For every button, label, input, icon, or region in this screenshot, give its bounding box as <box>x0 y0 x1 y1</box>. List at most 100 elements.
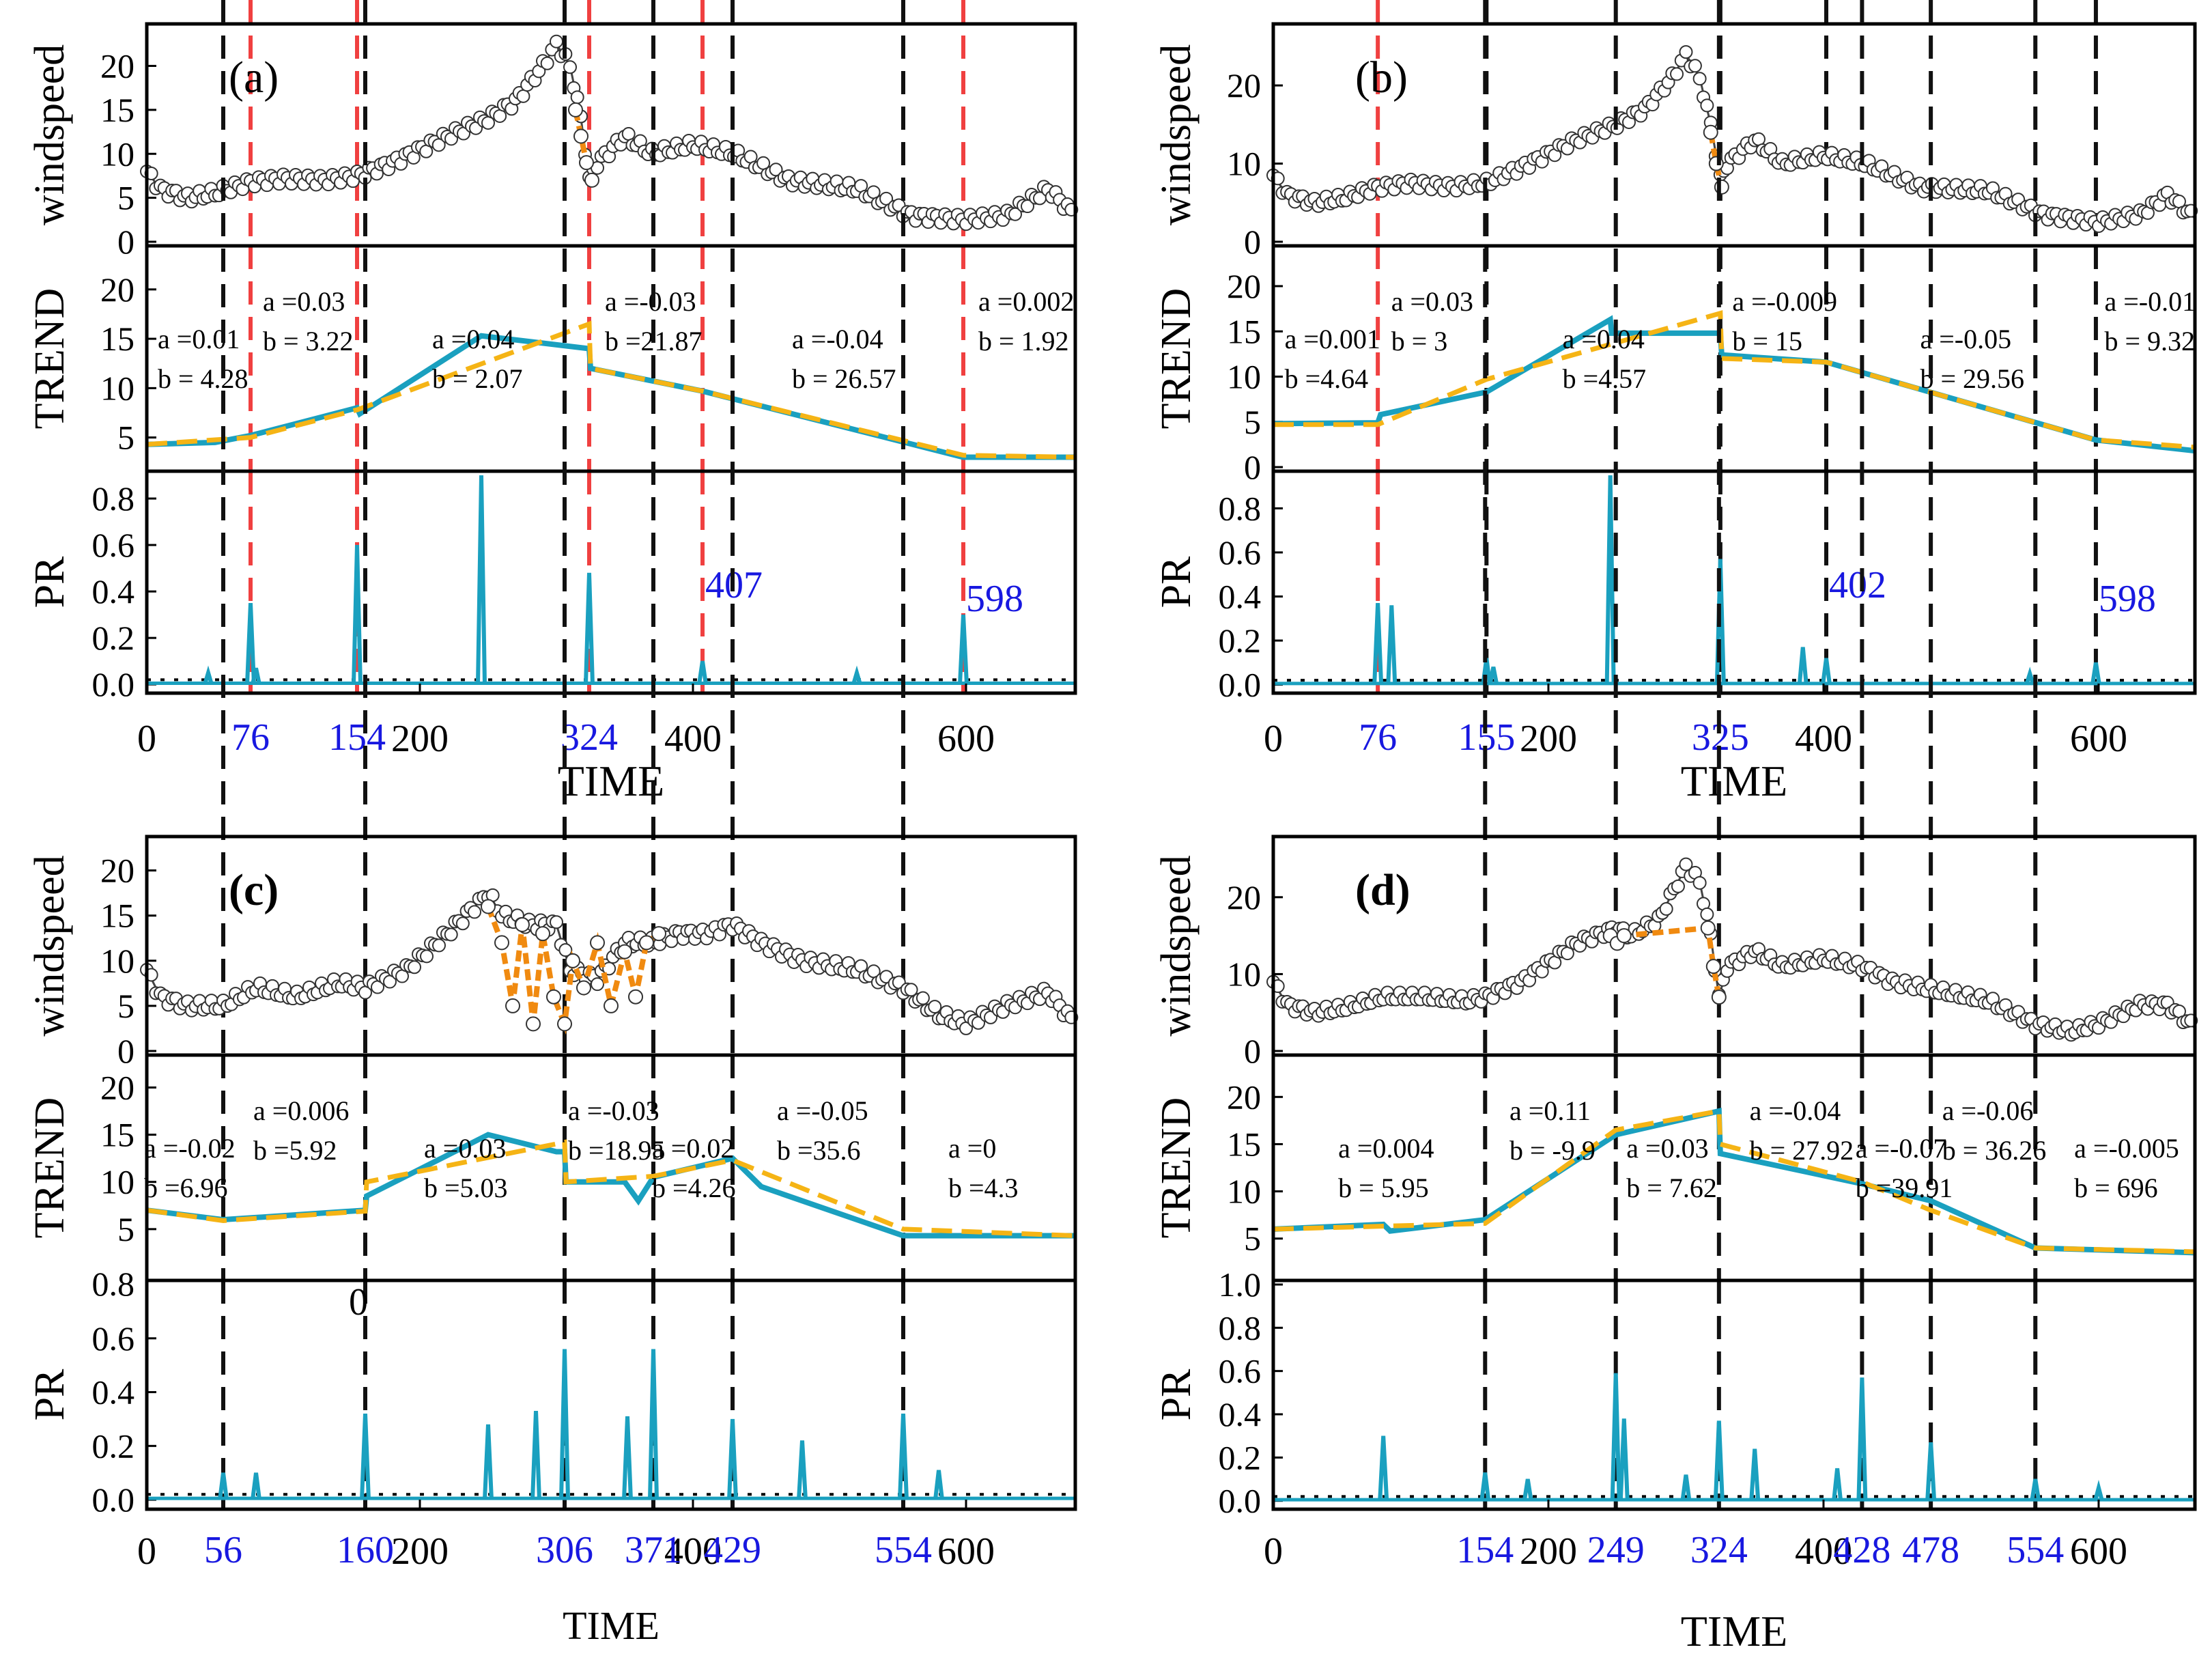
pr-ytick-label: 0.6 <box>1219 1352 1262 1390</box>
windspeed-ytick-label: 10 <box>1227 145 1261 183</box>
imputed-point <box>584 172 599 188</box>
imputed-point <box>481 899 496 914</box>
pr-spike <box>1618 1418 1630 1501</box>
segment-b: b = 26.57 <box>792 363 896 394</box>
pr-spike <box>622 1416 633 1500</box>
imputed-point <box>639 935 654 951</box>
segment-b: b =4.64 <box>1285 363 1369 394</box>
segment-b: b =6.96 <box>144 1173 228 1203</box>
pr-spike <box>1372 603 1384 685</box>
pr-spike <box>851 665 862 686</box>
imputed-point <box>565 953 580 968</box>
trend-panel: 5 10 15 20 TREND a =0.01 b = 4.28 a =0.03 b = 3.… <box>27 244 1077 473</box>
windspeed-point <box>1021 199 1034 214</box>
xtick-label: 200 <box>391 718 449 760</box>
segment-b: b =18.95 <box>568 1135 666 1166</box>
imputed-line <box>1707 132 1725 188</box>
pr-spike <box>1832 1468 1843 1501</box>
pr-spike <box>727 1418 738 1500</box>
pr-ytick-label: 0.2 <box>1219 621 1262 660</box>
pr-ylabel: PR <box>1153 1369 1200 1420</box>
pr-spike <box>648 1349 659 1500</box>
segment-a: a =-0.02 <box>144 1133 236 1164</box>
pr-spike <box>1378 1435 1389 1501</box>
pr-spike <box>203 665 214 686</box>
panel-label: (a) <box>229 53 279 102</box>
pr-ytick-label: 0.0 <box>92 1481 135 1519</box>
changepoint-label: 160 <box>337 1529 394 1571</box>
trend-ylabel: TREND <box>1153 288 1200 430</box>
imputed-point <box>546 989 561 1005</box>
trend-ytick-label: 15 <box>1227 312 1261 350</box>
imputed-point <box>568 102 583 117</box>
pr-frame <box>145 469 1077 695</box>
segment-a: a =0.001 <box>1285 324 1380 354</box>
segment-a: a =-0.04 <box>1750 1095 1841 1126</box>
imputed-point <box>557 1016 572 1032</box>
imputed-point <box>535 926 550 942</box>
stray-label: 0 <box>349 1281 368 1323</box>
pr-spike <box>1925 1442 1937 1501</box>
imputed-line <box>573 109 595 182</box>
windspeed-point <box>1671 879 1685 893</box>
changepoint-label: 249 <box>1587 1529 1645 1571</box>
changepoint-label: 554 <box>875 1529 932 1571</box>
segment-a: a =0.03 <box>424 1133 506 1164</box>
windspeed-ytick-label: 0 <box>117 223 134 261</box>
pr-spike <box>2090 662 2101 686</box>
windspeed-panel: 0 10 20 windspeed (b) <box>1153 0 2198 261</box>
windspeed-point <box>1700 98 1714 113</box>
x-axis-label: TIME <box>1681 1607 1787 1655</box>
pr-spike <box>476 475 487 685</box>
pr-ytick-label: 0.4 <box>1219 1395 1262 1433</box>
pr-ytick-label: 1.0 <box>1219 1265 1262 1304</box>
imputed-point <box>651 926 666 942</box>
windspeed-ytick-label: 20 <box>1227 66 1261 104</box>
windspeed-ytick-label: 0 <box>1244 1032 1261 1070</box>
trend-ytick-label: 5 <box>117 419 134 457</box>
pr-ylabel: PR <box>1153 556 1200 608</box>
imputed-point <box>526 1016 541 1032</box>
windspeed-point <box>1659 901 1673 916</box>
segment-b: b = -9.9 <box>1509 1135 1596 1166</box>
changepoint-label: 598 <box>2099 578 2156 620</box>
changepoint-label: 429 <box>704 1529 761 1571</box>
windspeed-point <box>1688 59 1702 73</box>
imputed-point <box>515 916 530 932</box>
pr-spike <box>898 1413 909 1500</box>
xtick-label: 200 <box>1520 718 1577 760</box>
trend-line <box>1273 1108 2196 1256</box>
panel-label: (b) <box>1355 53 1408 102</box>
pr-spike <box>1604 475 1616 685</box>
trend-ytick-label: 15 <box>1227 1125 1261 1163</box>
windspeed-panel: 0 5 10 15 20 windspeed (a) <box>27 0 1079 261</box>
imputed-point <box>604 998 619 1013</box>
windspeed-ytick-label: 20 <box>1227 878 1261 916</box>
pr-spike <box>1386 605 1398 685</box>
segment-a: a =0 <box>948 1133 996 1164</box>
changepoint-label: 598 <box>966 578 1023 620</box>
imputed-point <box>1703 124 1718 140</box>
windspeed-point <box>550 34 563 48</box>
pr-spike <box>483 1424 494 1500</box>
pr-ytick-label: 0.2 <box>92 619 135 657</box>
trend-ytick-label: 20 <box>1227 1078 1261 1116</box>
windspeed-ytick-label: 15 <box>100 91 134 129</box>
windspeed-ytick-label: 10 <box>100 135 134 173</box>
changepoint-label: 324 <box>561 716 618 759</box>
pr-spike <box>559 1349 570 1500</box>
windspeed-point <box>916 991 930 1005</box>
segment-a: a =0.03 <box>1626 1133 1708 1164</box>
windspeed-point <box>563 60 577 74</box>
segment-a: a =0.03 <box>1391 286 1473 317</box>
regression-line <box>146 320 1076 460</box>
pr-spike <box>1821 658 1832 685</box>
segment-b: b =4.57 <box>1563 363 1647 394</box>
segment-a: a =0.004 <box>1338 1133 1434 1164</box>
trend-ytick-label: 10 <box>100 1163 134 1201</box>
pr-ytick-label: 0.0 <box>1219 1482 1262 1520</box>
windspeed-point <box>1008 207 1022 221</box>
segment-b: b = 29.56 <box>1920 363 2024 394</box>
changepoint-label: 154 <box>1456 1529 1514 1571</box>
